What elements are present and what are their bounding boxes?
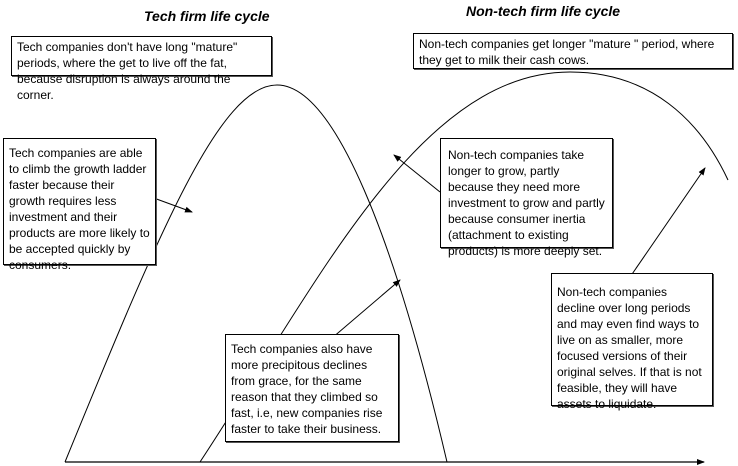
nontech-life-cycle-curve: [199, 71, 729, 463]
arrow-nontech-growth: [393, 154, 441, 193]
note-tech-growth: Tech companies are able to climb the gro…: [3, 138, 156, 272]
note-nontech-growth: Non-tech companies take longer to grow, …: [440, 138, 613, 258]
nontech-title: Non-tech firm life cycle: [466, 3, 621, 19]
tech-title: Tech firm life cycle: [144, 8, 270, 24]
arrow-nontech-decline: [627, 167, 706, 281]
tech-life-cycle-curve: [64, 84, 448, 463]
note-nontech-mature: Non-tech companies get longer "mature " …: [413, 33, 733, 69]
note-tech-decline: Tech companies also have more precipitou…: [225, 334, 399, 442]
note-nontech-decline: Non-tech companies decline over long per…: [551, 273, 713, 411]
note-tech-mature: Tech companies don't have long "mature" …: [11, 36, 272, 102]
